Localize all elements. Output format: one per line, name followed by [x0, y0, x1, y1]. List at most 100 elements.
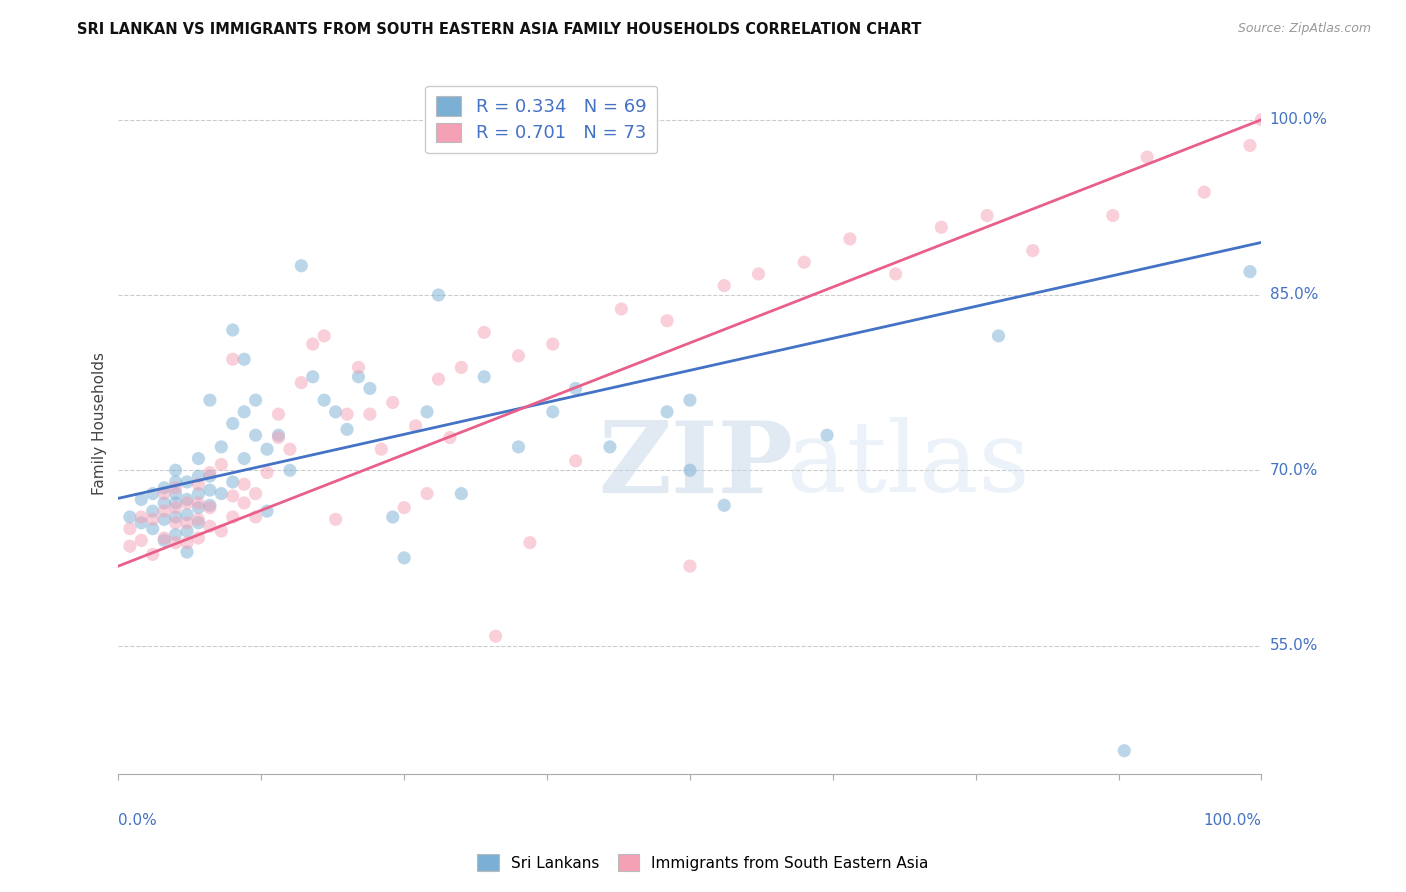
Text: 70.0%: 70.0%	[1270, 463, 1317, 478]
Text: Source: ZipAtlas.com: Source: ZipAtlas.com	[1237, 22, 1371, 36]
Point	[679, 463, 702, 477]
Point	[176, 545, 198, 559]
Point	[222, 475, 245, 489]
Point	[793, 255, 815, 269]
Point	[165, 475, 187, 489]
Point	[713, 278, 735, 293]
Point	[198, 483, 221, 497]
Point	[439, 431, 461, 445]
Point	[165, 527, 187, 541]
Text: 85.0%: 85.0%	[1270, 287, 1317, 302]
Text: 55.0%: 55.0%	[1270, 638, 1317, 653]
Point	[153, 496, 176, 510]
Point	[679, 393, 702, 408]
Legend: R = 0.334   N = 69, R = 0.701   N = 73: R = 0.334 N = 69, R = 0.701 N = 73	[426, 86, 658, 153]
Point	[233, 451, 256, 466]
Point	[987, 329, 1010, 343]
Point	[392, 500, 415, 515]
Point	[450, 486, 472, 500]
Point	[198, 498, 221, 512]
Text: ZIP: ZIP	[599, 417, 793, 514]
Text: 100.0%: 100.0%	[1270, 112, 1327, 128]
Point	[165, 481, 187, 495]
Point	[153, 504, 176, 518]
Point	[508, 440, 530, 454]
Point	[153, 486, 176, 500]
Point	[290, 376, 312, 390]
Y-axis label: Family Households: Family Households	[93, 352, 107, 495]
Point	[392, 550, 415, 565]
Point	[655, 405, 678, 419]
Point	[176, 492, 198, 507]
Point	[267, 428, 290, 442]
Point	[129, 510, 152, 524]
Point	[1101, 209, 1123, 223]
Point	[301, 337, 323, 351]
Point	[198, 393, 221, 408]
Point	[314, 329, 336, 343]
Point	[165, 463, 187, 477]
Point	[198, 466, 221, 480]
Point	[129, 492, 152, 507]
Point	[427, 372, 450, 386]
Point	[485, 629, 508, 643]
Point	[142, 522, 165, 536]
Point	[153, 481, 176, 495]
Point	[541, 337, 564, 351]
Point	[713, 498, 735, 512]
Point	[325, 512, 347, 526]
Point	[679, 559, 702, 574]
Point	[233, 405, 256, 419]
Point	[165, 535, 187, 549]
Point	[176, 496, 198, 510]
Point	[1022, 244, 1045, 258]
Point	[931, 220, 953, 235]
Point	[359, 407, 381, 421]
Text: atlas: atlas	[787, 417, 1029, 514]
Point	[976, 209, 998, 223]
Point	[187, 500, 209, 515]
Point	[1194, 185, 1216, 199]
Point	[815, 428, 838, 442]
Point	[1239, 265, 1261, 279]
Point	[142, 548, 165, 562]
Point	[472, 369, 495, 384]
Point	[233, 477, 256, 491]
Point	[142, 504, 165, 518]
Point	[118, 510, 141, 524]
Point	[176, 508, 198, 522]
Point	[839, 232, 862, 246]
Point	[153, 533, 176, 548]
Point	[1239, 138, 1261, 153]
Point	[1250, 112, 1272, 127]
Legend: Sri Lankans, Immigrants from South Eastern Asia: Sri Lankans, Immigrants from South Easte…	[468, 845, 938, 880]
Point	[245, 510, 267, 524]
Point	[370, 442, 392, 457]
Point	[209, 458, 232, 472]
Point	[222, 489, 245, 503]
Point	[256, 504, 278, 518]
Point	[427, 288, 450, 302]
Point	[176, 516, 198, 530]
Point	[314, 393, 336, 408]
Point	[165, 496, 187, 510]
Point	[165, 516, 187, 530]
Point	[153, 512, 176, 526]
Point	[747, 267, 769, 281]
Point	[347, 369, 370, 384]
Point	[508, 349, 530, 363]
Point	[472, 326, 495, 340]
Point	[564, 454, 586, 468]
Text: 0.0%: 0.0%	[118, 813, 157, 828]
Point	[222, 352, 245, 367]
Point	[519, 535, 541, 549]
Point	[209, 524, 232, 538]
Point	[176, 524, 198, 538]
Point	[198, 469, 221, 483]
Point	[347, 360, 370, 375]
Point	[118, 522, 141, 536]
Point	[325, 405, 347, 419]
Point	[381, 510, 404, 524]
Point	[233, 352, 256, 367]
Point	[245, 486, 267, 500]
